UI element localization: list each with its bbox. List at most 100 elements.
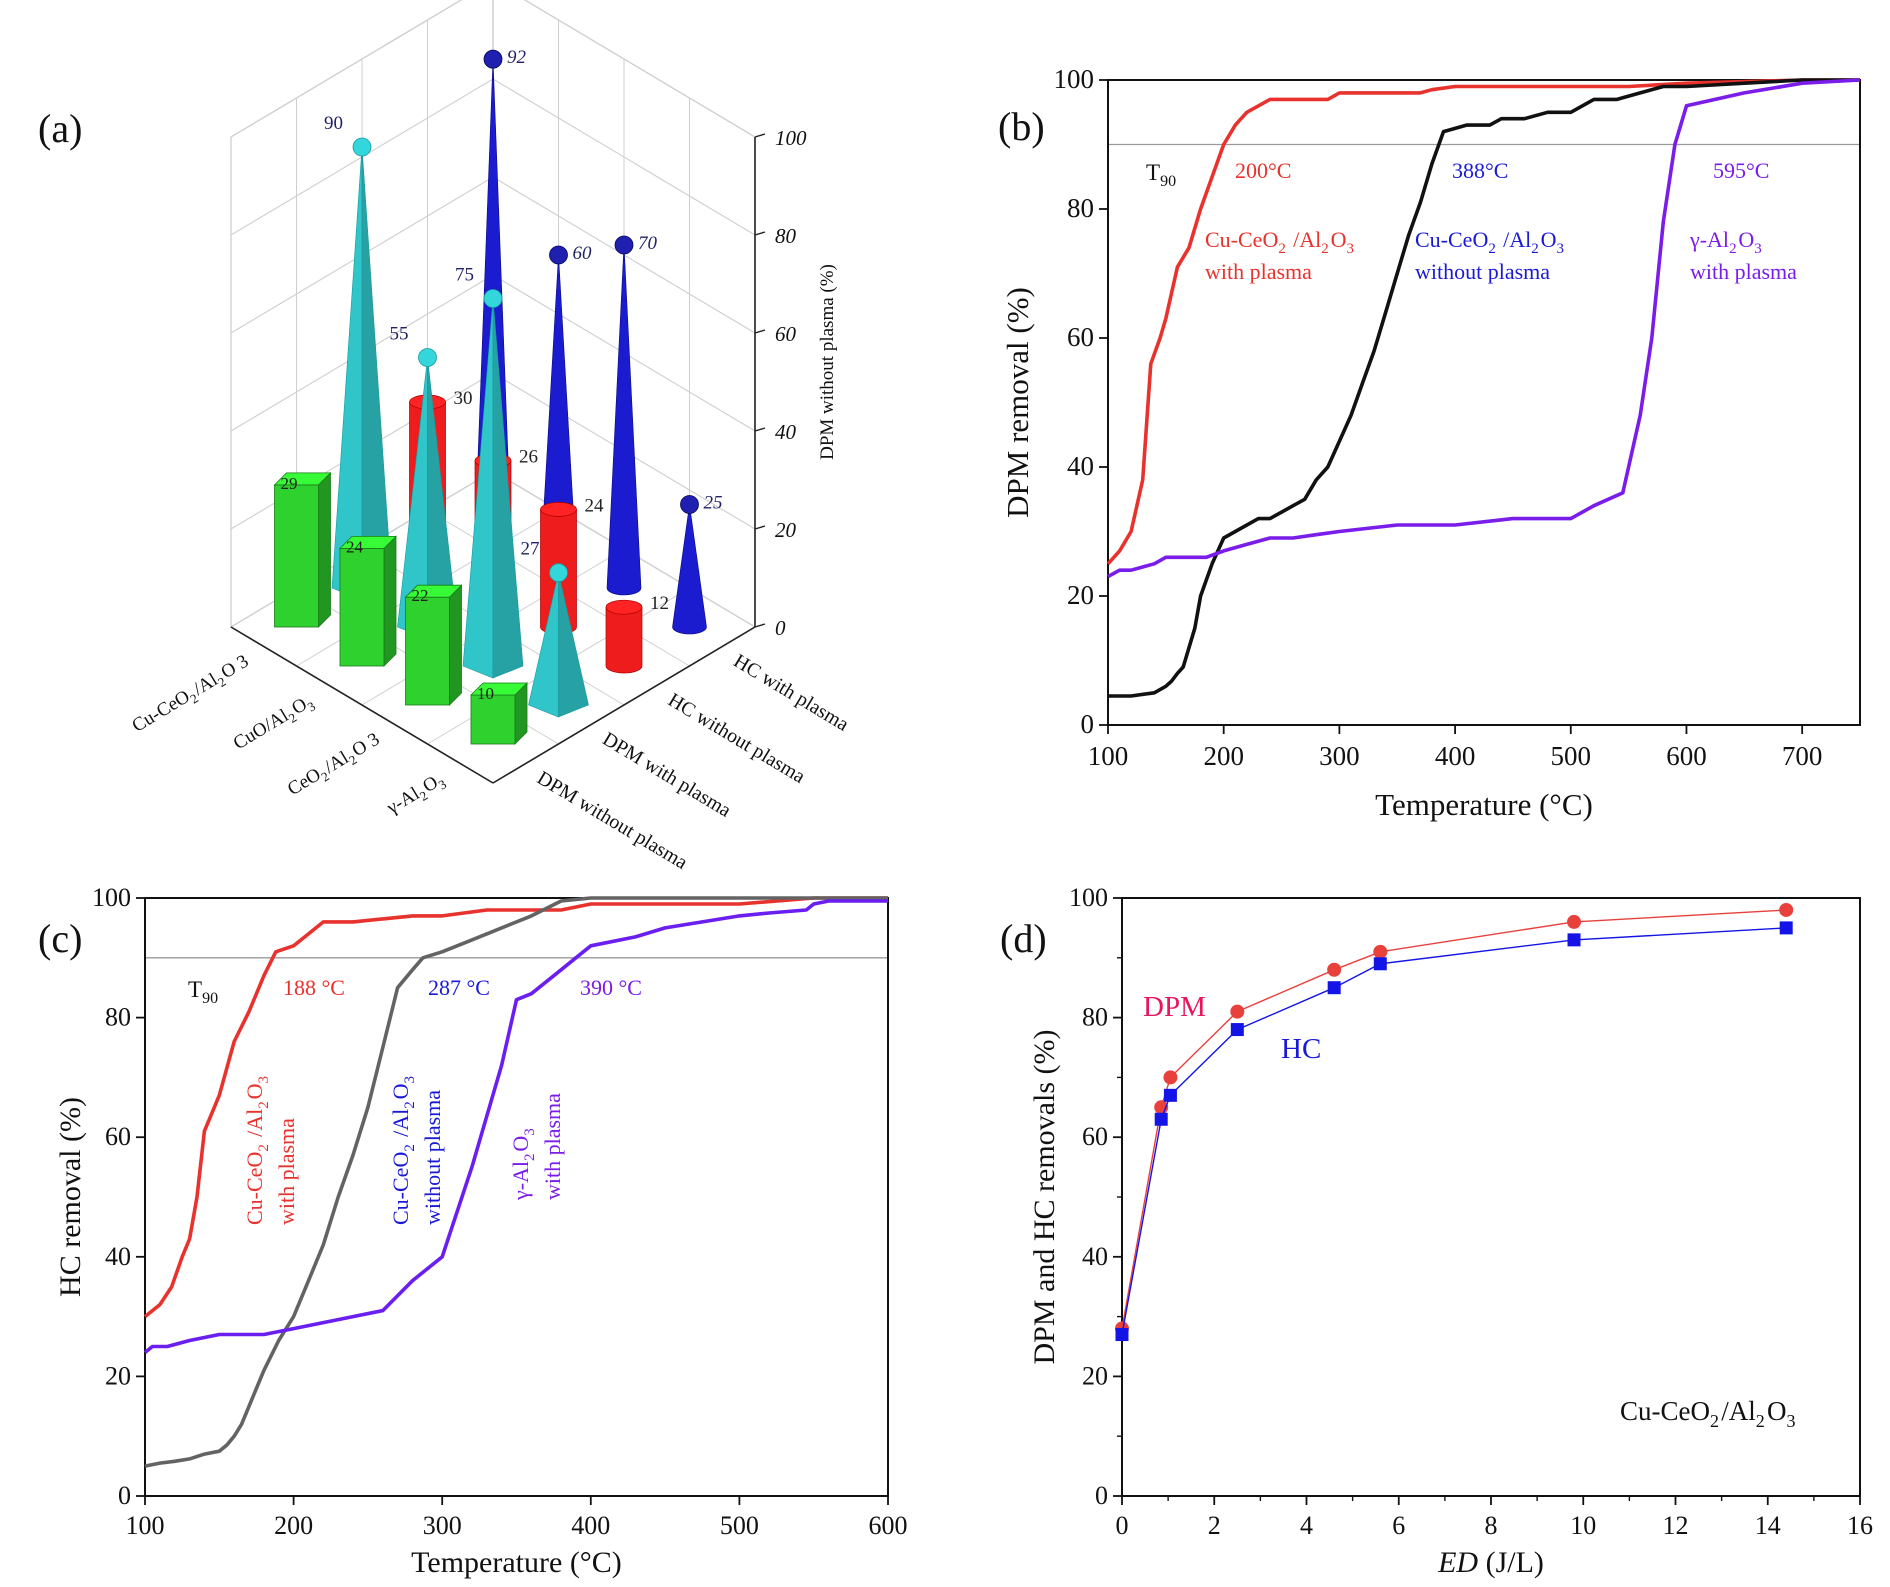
text-span: /Al: [1288, 227, 1322, 252]
text-span: CuO/Al: [230, 705, 292, 754]
series-line-1: [1121, 927, 1787, 1335]
text-span: Cu-CeO: [129, 686, 194, 737]
bar-box-front: [339, 548, 385, 667]
bar-value-label: 27: [521, 539, 540, 560]
subscript: 2: [1531, 241, 1539, 257]
text-span: γ-Al: [1689, 227, 1729, 252]
curve-label-line1: γ-Al2 O3: [508, 1126, 538, 1201]
bar-box-top: [339, 536, 397, 549]
panel-label: (d): [1000, 916, 1047, 961]
subscript-reset: [218, 977, 220, 1002]
subscript-reset: [1762, 227, 1764, 252]
panel-b: 100 200 300 400 500 600 700 0 20 40 60 80 100 Tempera…: [998, 64, 1861, 822]
data-point-circle: [1567, 914, 1582, 929]
bar-cone-body: [606, 244, 642, 596]
series-line-2: [1107, 78, 1861, 579]
y-tick-label: 80: [1082, 1003, 1108, 1032]
y-tick-label: 100: [1054, 64, 1095, 94]
curve-label-line2: without plasma: [1415, 259, 1550, 284]
z-tick: [754, 623, 766, 628]
x-tick-label: 16: [1847, 1511, 1873, 1540]
curve-label-line1: Cu-CeO2 /Al2 O3: [1205, 227, 1356, 257]
z-tick-label: 20: [775, 518, 797, 542]
bar-value-label: 24: [346, 537, 364, 556]
data-point-circle: [1230, 1004, 1245, 1019]
text-span: O: [242, 1083, 267, 1099]
x-axis-label: Temperature (°C): [1375, 787, 1593, 822]
text-span: Cu-CeO: [1205, 227, 1278, 252]
subscript: 3: [1754, 241, 1762, 257]
bar-value-label: 92: [507, 47, 527, 68]
t90-value-label: 287 °C: [428, 975, 490, 1000]
subscript: 3: [1347, 241, 1355, 257]
x-tick-label: 200: [1203, 741, 1244, 771]
subscript-reset: [1796, 1396, 1798, 1426]
plot-frame: [144, 897, 889, 1497]
y-axis-label: DPM and HC removals (%): [1028, 1030, 1061, 1365]
curve-label-line2: with plasma: [540, 1093, 565, 1200]
subscript-reset: [242, 1074, 267, 1076]
curve-label: Cu-CeO2 /Al2 O3 with plasma: [1205, 227, 1356, 284]
y-tick-label: 40: [1067, 451, 1094, 481]
x-tick-label: 14: [1755, 1511, 1781, 1540]
x-tick-label: 2: [1208, 1511, 1221, 1540]
x-tick-label: 100: [126, 1511, 165, 1540]
bar-value-label: 25: [704, 493, 723, 514]
x-tick-label: 4: [1300, 1511, 1313, 1540]
panel-d: 0 2 4 6 8 10 12 14 16 0 20 40 60 80 100 ED (J/L) DPM and…: [1000, 883, 1873, 1579]
x-tick-label: 100: [1088, 741, 1129, 771]
curve-label-line2: with plasma: [274, 1118, 299, 1225]
bar-pyramid-tip: [352, 137, 372, 157]
subscript: 2: [1729, 241, 1737, 257]
text-span: /Al: [242, 1109, 267, 1143]
bar-value-label: 24: [585, 495, 605, 516]
x-axis-label-unit: (J/L): [1478, 1546, 1544, 1579]
x-tick-label: 400: [1435, 741, 1476, 771]
series-label-dpm: DPM: [1143, 991, 1206, 1023]
text-span: Cu-CeO: [388, 1152, 413, 1225]
bar-cone-tip: [614, 235, 634, 255]
series-line-0: [1106, 78, 1860, 566]
catalyst-label: Cu-CeO2 /Al2 O 3: [129, 651, 254, 739]
subscript: 2: [256, 1144, 272, 1152]
curve-label: Cu-CeO2 /Al2 O3 without plasma: [388, 1076, 445, 1225]
text-span: Cu-CeO: [1415, 227, 1488, 252]
text-span: /Al: [1498, 227, 1532, 252]
y-tick-label: 20: [105, 1361, 131, 1390]
bar-cylinder-top: [605, 599, 643, 615]
curve-label-line1: Cu-CeO2 /Al2 O3: [1415, 227, 1566, 257]
panel-label: (b): [998, 104, 1045, 149]
subscript: 90: [1160, 173, 1176, 190]
catalyst-label: CuO/Al2 O3: [230, 690, 320, 757]
x-tick-label: 10: [1570, 1511, 1596, 1540]
bar-box-front: [470, 694, 516, 745]
x-tick-label: 600: [869, 1511, 908, 1540]
t90-value-label: 390 °C: [580, 975, 642, 1000]
bar-pyramid-tip: [483, 289, 503, 308]
catalyst-note: Cu-CeO2 /Al2 O3: [1620, 1396, 1798, 1431]
bar-box-side: [318, 471, 331, 628]
data-point-square: [1154, 1112, 1168, 1126]
x-tick-label: 300: [1319, 741, 1360, 771]
curve-label: Cu-CeO2 /Al2 O3 with plasma: [242, 1074, 299, 1225]
curve-label-line1: Cu-CeO2 /Al2 O3: [242, 1074, 272, 1225]
subscript: 2: [1278, 241, 1286, 257]
x-tick-label: 200: [274, 1511, 313, 1540]
bar-box-top: [273, 472, 332, 486]
z-axis-label: DPM without plasma (%): [817, 264, 838, 460]
z-tick: [754, 133, 766, 138]
z-tick-label: 80: [775, 224, 797, 248]
x-tick-label: 500: [720, 1511, 759, 1540]
y-tick-label: 60: [1067, 322, 1094, 352]
y-tick-label: 40: [1082, 1242, 1108, 1271]
curve-label-line2: with plasma: [1205, 259, 1312, 284]
bar-cone-body: [672, 504, 707, 635]
bar-value-label: 10: [477, 684, 494, 703]
data-point-square: [1779, 921, 1793, 935]
x-tick-label: 500: [1551, 741, 1592, 771]
panel-a: (a) 0 20 40 60 80 100 DPM without plasma (%) Cu-…: [38, 0, 853, 874]
bar-value-label: 26: [519, 447, 538, 468]
bar-box-side: [449, 584, 462, 706]
